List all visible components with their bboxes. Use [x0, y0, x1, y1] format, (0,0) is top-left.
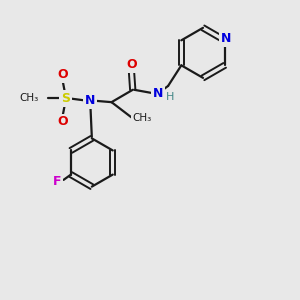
Text: CH₃: CH₃: [20, 93, 39, 103]
Text: N: N: [85, 94, 95, 107]
Text: O: O: [57, 116, 68, 128]
Text: O: O: [126, 58, 136, 71]
Text: N: N: [153, 87, 163, 100]
Text: S: S: [61, 92, 70, 105]
Text: N: N: [221, 32, 231, 45]
Text: F: F: [52, 175, 61, 188]
Text: H: H: [166, 92, 174, 102]
Text: CH₃: CH₃: [133, 113, 152, 123]
Text: O: O: [57, 68, 68, 81]
